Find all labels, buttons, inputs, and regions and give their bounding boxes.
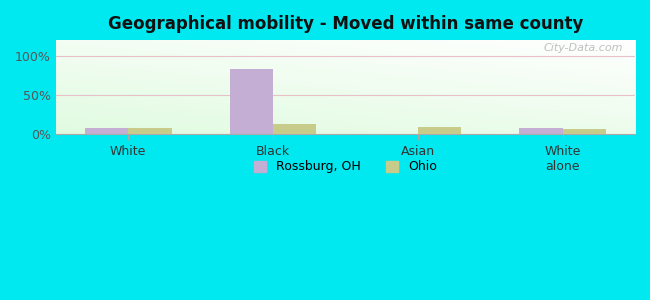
Bar: [84, 128, 128, 134]
Title: Geographical mobility - Moved within same county: Geographical mobility - Moved within sam…: [108, 15, 583, 33]
Bar: [273, 124, 317, 134]
Bar: [519, 128, 563, 134]
Bar: [563, 129, 606, 134]
Bar: [418, 127, 461, 134]
Text: City-Data.com: City-Data.com: [544, 43, 623, 53]
Legend: Rossburg, OH, Ohio: Rossburg, OH, Ohio: [247, 154, 443, 180]
Bar: [128, 128, 172, 134]
Bar: [229, 69, 273, 134]
